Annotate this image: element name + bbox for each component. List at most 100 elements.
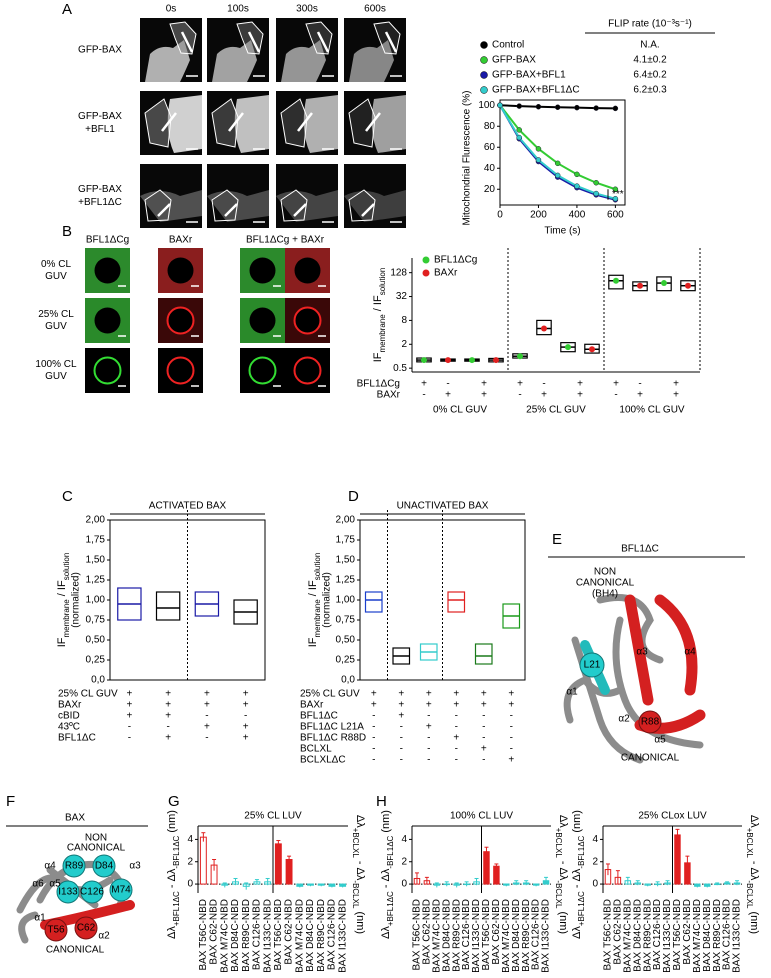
residue-label: M74 xyxy=(111,885,131,896)
category-label: BAX I133C-NBD xyxy=(662,899,673,973)
x-tick-label: 0 xyxy=(497,210,503,221)
condition-sign: - xyxy=(244,711,247,722)
canonical-helix xyxy=(624,594,654,706)
data-point xyxy=(535,157,542,163)
subscript: +BCLXL xyxy=(554,828,563,859)
condition-sign: + xyxy=(453,689,459,700)
category-label: BAX C62-NBD xyxy=(682,899,693,965)
condition-sign: + xyxy=(673,379,679,390)
cell xyxy=(212,40,257,82)
condition-name: BFL1ΔC xyxy=(300,711,338,722)
condition-sign: + xyxy=(541,390,547,401)
condition-sign: - xyxy=(166,722,169,733)
data-point xyxy=(554,104,561,110)
row-label: GUV xyxy=(45,271,67,282)
condition-sign: - xyxy=(455,744,458,755)
y-tick-label: 0,50 xyxy=(336,635,356,646)
residue-sphere xyxy=(80,880,104,904)
category-label: BAX I133C-NBD xyxy=(262,899,273,973)
condition-sign: - xyxy=(510,744,513,755)
residue-sphere xyxy=(579,652,605,678)
helix-label: α6 xyxy=(32,879,44,890)
cell-outline xyxy=(144,98,172,148)
median-dot xyxy=(493,357,499,364)
y-tick-label: 0,0 xyxy=(341,675,355,686)
category-label: BAX D84C-NBD xyxy=(441,899,452,972)
y-tick-label: 0 xyxy=(401,879,407,890)
category-label: BAX C126-NBD xyxy=(722,899,733,970)
category-label: BAX C126-NBD xyxy=(531,899,542,970)
cell xyxy=(140,190,202,222)
subscript: +BCLXL xyxy=(351,828,360,859)
category-label: BAX C62-NBD xyxy=(613,899,624,965)
helix-label: α2 xyxy=(98,931,110,942)
vesicle xyxy=(167,257,194,284)
vesicle xyxy=(293,306,322,335)
y-tick-label: 0,75 xyxy=(86,615,106,626)
y-tick-label: 0 xyxy=(187,879,193,890)
legend-label: GFP-BAX xyxy=(492,55,536,66)
condition-sign: - xyxy=(400,722,403,733)
condition-sign: - xyxy=(482,722,485,733)
legend-rate: 4.1±0.2 xyxy=(633,55,667,66)
condition-sign: - xyxy=(510,711,513,722)
category-label: BAX M74C-NBD xyxy=(692,899,703,973)
condition-name: cBID xyxy=(58,711,80,722)
data-point xyxy=(497,102,503,108)
helix-label: α3 xyxy=(636,647,648,658)
structure-title: BAX xyxy=(65,813,85,824)
data-point xyxy=(593,105,599,111)
subscript: +BFL1ΔC xyxy=(172,891,181,926)
condition-sign: + xyxy=(453,700,459,711)
panel-label: E xyxy=(552,531,562,548)
category-label: BAX I133C-NBD xyxy=(732,899,743,973)
annotation: CANONICAL xyxy=(46,945,105,956)
box xyxy=(608,274,624,290)
legend-marker xyxy=(422,269,430,277)
median-dot xyxy=(565,344,571,351)
y-tick-label: 80 xyxy=(484,121,496,132)
median-dot xyxy=(541,325,547,332)
y-tick-label: 0,25 xyxy=(86,655,106,666)
y-tick-label: 40 xyxy=(484,163,496,174)
y2-axis-label: Δλ+BCLXL - Δλ-BCLXL (nm) xyxy=(351,815,366,934)
subscript: -BCLXL xyxy=(351,880,360,909)
label-part: - Δλ xyxy=(557,858,569,881)
ribbon xyxy=(596,594,664,664)
condition-sign: + xyxy=(673,390,679,401)
residue-label: R88 xyxy=(641,717,660,728)
label-part: (nm) xyxy=(748,908,760,934)
condition-sign: + xyxy=(481,700,487,711)
y-axis-note: (normalized) xyxy=(322,572,333,628)
cell xyxy=(167,95,202,153)
y-tick-label: 100 xyxy=(478,100,495,111)
category-label: BAX C126-NBD xyxy=(252,899,263,970)
condition-name: BFL1ΔCg xyxy=(357,379,400,390)
condition-sign: - xyxy=(372,755,375,766)
cell-outline xyxy=(211,98,239,148)
label-part: (nm) xyxy=(166,810,178,836)
legend-label: BAXr xyxy=(434,268,458,279)
data-point xyxy=(554,172,561,179)
category-label: BAX R89C-NBD xyxy=(451,899,462,972)
label-part: (nm) xyxy=(571,810,583,836)
legend-rate: 6.4±0.2 xyxy=(633,70,667,81)
category-label: BAX M74C-NBD xyxy=(501,899,512,973)
category-label: BAX I133C-NBD xyxy=(471,899,482,973)
row-label: GFP-BAX xyxy=(78,111,122,122)
label-part: IF xyxy=(56,637,68,647)
legend-marker xyxy=(480,71,488,79)
condition-sign: + xyxy=(165,711,171,722)
condition-sign: - xyxy=(400,744,403,755)
condition-sign: - xyxy=(482,755,485,766)
condition-sign: + xyxy=(508,700,514,711)
y-tick-label: 128 xyxy=(390,267,407,278)
vesicle xyxy=(93,356,122,385)
y-tick-label: 4 xyxy=(187,834,193,845)
condition-name: BFL1ΔC xyxy=(58,733,96,744)
category-label: BAX R89C-NBD xyxy=(642,899,653,972)
condition-sign: - xyxy=(422,390,425,401)
group-title: 25% CLox LUV xyxy=(638,811,707,822)
time-label: 100s xyxy=(227,4,249,15)
ribbon xyxy=(18,911,39,944)
